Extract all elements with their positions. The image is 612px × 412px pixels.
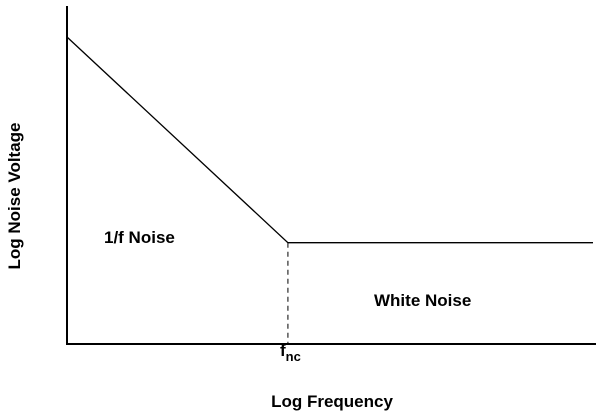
y-axis-label: Log Noise Voltage — [5, 122, 24, 269]
x-tick-label-main: f — [280, 341, 286, 360]
x-tick-label-fnc: fnc — [280, 341, 301, 364]
series-layer — [66, 36, 593, 344]
x-axis-label: Log Frequency — [271, 392, 393, 411]
annotation-white-noise: White Noise — [374, 291, 471, 310]
x-tick-label-subscript: nc — [286, 349, 301, 364]
annotation-1-over-f-noise: 1/f Noise — [104, 228, 175, 247]
noise-curve-line — [66, 36, 593, 244]
